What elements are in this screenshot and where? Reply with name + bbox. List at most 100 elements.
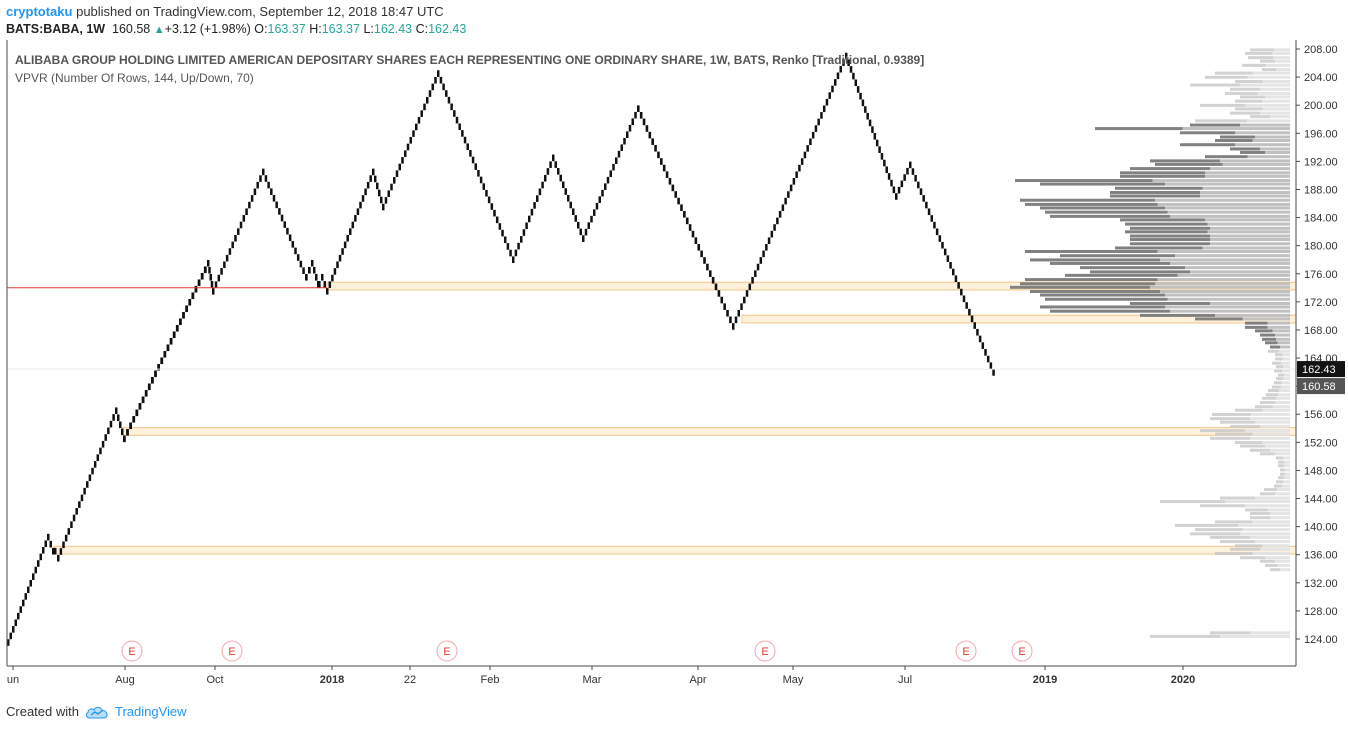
earnings-marker-5[interactable]: E [1011,640,1033,662]
vpvr-down-68 [1242,317,1290,321]
vpvr-up-123 [1210,535,1250,539]
vpvr-down-108 [1284,476,1290,480]
renko-brick-272 [740,303,743,310]
vpvr-up-24 [1180,143,1235,147]
vpvr-up-117 [1250,511,1270,515]
renko-brick-101 [280,214,284,222]
vpvr-down-113 [1255,496,1290,500]
renko-brick-20 [59,548,63,555]
renko-brick-175 [474,163,477,170]
vpvr-up-108 [1278,476,1284,480]
tradingview-link[interactable]: TradingView [85,704,187,719]
vpvr-up-54 [1050,261,1170,265]
vpvr-up-80 [1276,365,1283,369]
renko-brick-351 [949,262,952,269]
renko-brick-151 [409,137,412,144]
renko-brick-226 [609,170,612,177]
vpvr-down-28 [1220,159,1290,163]
y-tick-label-1: 204.00 [1304,72,1338,84]
renko-brick-281 [765,243,768,251]
renko-brick-21 [62,541,65,549]
renko-brick-22 [64,534,68,542]
renko-brick-53 [147,383,151,391]
renko-brick-61 [172,331,176,339]
vpvr-down-3 [1275,59,1290,63]
vpvr-up-76 [1268,349,1279,353]
renko-brick-363 [981,342,985,349]
earnings-marker-4[interactable]: E [955,640,977,662]
vpvr-down-75 [1280,345,1290,349]
renko-chart[interactable]: E E E E E E 208.00 204.00 200.00 196.00 192.00 188… [0,40,1348,694]
symbol-label: BATS:BABA, 1W [6,22,106,36]
close-label: C: [415,22,429,36]
vpvr-up-2 [1248,56,1274,60]
earnings-marker-1[interactable]: E [221,640,243,662]
renko-brick-142 [384,197,388,204]
vpvr-down-14 [1245,103,1290,107]
renko-brick-303 [825,98,829,106]
vpvr-up-129 [1260,559,1275,563]
vpvr-down-17 [1270,115,1290,119]
x-axis[interactable]: un Aug Oct 2018 22 Feb Mar Apr May Jul 2019 2020 [7,666,1195,686]
renko-brick-198 [536,195,539,202]
renko-brick-186 [503,236,507,244]
open-value: 163.37 [267,22,306,36]
vpvr-down-66 [1170,309,1290,313]
vpvr-down-10 [1260,87,1290,91]
renko-brick-230 [620,144,623,151]
vpvr-up-84 [1274,381,1282,385]
renko-brick-7 [24,593,27,600]
renko-brick-23 [67,528,71,535]
renko-brick-29 [83,487,86,495]
x-tick-label-7: Apr [689,674,706,686]
renko-brick-172 [466,143,469,151]
tradingview-brand[interactable]: TradingView [114,704,187,719]
x-tick-label-9: Jul [898,674,912,686]
vpvr-down-69 [1267,321,1290,325]
vpvr-up-105 [1278,464,1284,468]
plot-area[interactable] [7,40,1296,666]
renko-brick-191 [517,242,520,250]
earnings-marker-2[interactable]: E [436,640,458,662]
renko-brick-96 [267,181,270,189]
vpvr-down-111 [1277,488,1290,492]
renko-brick-202 [546,168,550,175]
vpvr-up-48 [1130,238,1210,242]
vpvr-down-11 [1257,91,1290,95]
renko-brick-52 [144,389,148,397]
renko-brick-219 [590,215,593,223]
renko-brick-365 [986,355,990,363]
renko-brick-121 [333,268,337,275]
vpvr-up-21 [1180,131,1235,135]
renko-brick-59 [166,344,170,352]
renko-brick-171 [463,136,467,144]
renko-brick-106 [294,247,297,255]
renko-brick-6 [22,599,25,607]
earnings-marker-0[interactable]: E [121,640,143,662]
renko-brick-305 [831,85,834,93]
renko-brick-140 [380,196,383,204]
open-label: O: [254,22,268,36]
vpvr-up-32 [1120,174,1205,178]
renko-brick-144 [390,183,393,191]
renko-brick-366 [989,362,993,370]
close-value: 162.43 [428,22,467,36]
renko-brick-102 [283,221,286,228]
renko-brick-81 [225,254,229,262]
author-link[interactable]: cryptotaku [6,4,73,19]
vpvr-down-20 [1182,127,1290,131]
renko-brick-10 [32,573,35,580]
renko-brick-213 [574,215,577,222]
earnings-marker-3[interactable]: E [754,640,776,662]
vpvr-down-110 [1282,484,1290,488]
renko-brick-132 [361,195,365,202]
overlay-layer [7,287,1296,370]
renko-brick-276 [751,276,754,284]
renko-brick-355 [960,288,963,296]
renko-brick-16 [47,533,50,541]
y-axis[interactable]: 208.00 204.00 200.00 196.00 192.00 188.00 184.… [1296,44,1338,646]
vpvr-up-101 [1250,448,1270,452]
quote-line: BATS:BABA, 1W 160.58 ▲+3.12 (+1.98%) O:1… [6,21,466,38]
renko-brick-319 [866,112,869,120]
renko-brick-250 [677,197,680,205]
